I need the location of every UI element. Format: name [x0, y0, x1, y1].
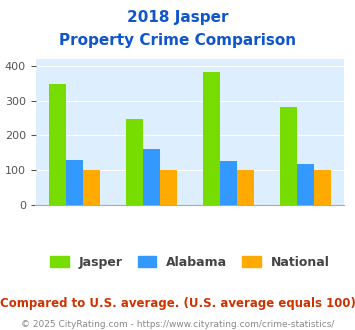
Bar: [314, 170, 331, 205]
Text: 2018 Jasper: 2018 Jasper: [127, 10, 228, 25]
Legend: Jasper, Alabama, National: Jasper, Alabama, National: [45, 251, 335, 274]
Text: Property Crime Comparison: Property Crime Comparison: [59, 33, 296, 48]
Bar: [237, 170, 254, 205]
Bar: [280, 107, 297, 205]
Bar: [160, 170, 177, 205]
Bar: [66, 160, 83, 205]
Text: © 2025 CityRating.com - https://www.cityrating.com/crime-statistics/: © 2025 CityRating.com - https://www.city…: [21, 320, 334, 329]
Bar: [143, 149, 160, 205]
Bar: [297, 164, 314, 205]
Bar: [126, 119, 143, 205]
Bar: [83, 170, 100, 205]
Bar: [49, 83, 66, 205]
Bar: [203, 72, 220, 205]
Text: Compared to U.S. average. (U.S. average equals 100): Compared to U.S. average. (U.S. average …: [0, 297, 355, 310]
Bar: [220, 161, 237, 205]
